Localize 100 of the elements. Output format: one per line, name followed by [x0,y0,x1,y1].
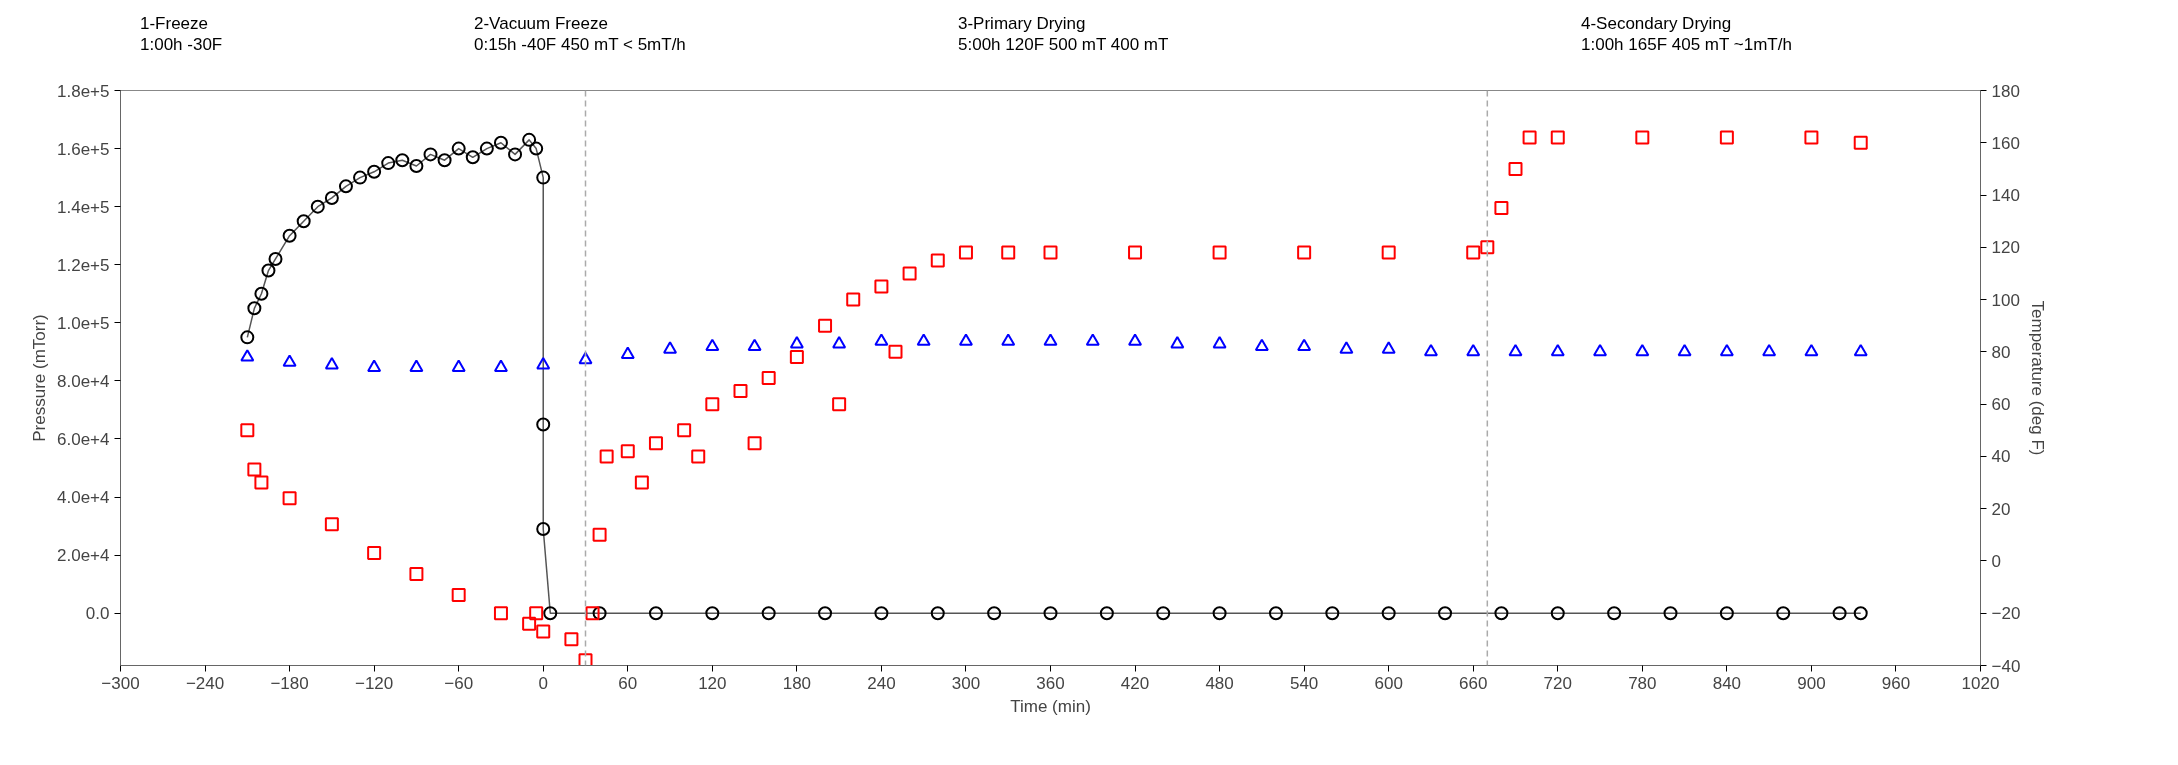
point [1776,606,1791,621]
x-tick-label: 420 [1120,673,1150,693]
y2-tick-label: 180 [1991,81,2020,101]
point [930,606,945,621]
point [789,336,804,349]
point [1128,245,1143,260]
point [874,279,889,294]
point [1635,343,1650,357]
point [620,346,635,359]
point [1043,245,1058,260]
point [529,606,544,621]
x-tick-label: −60 [444,673,474,693]
point [818,606,833,621]
point [529,141,544,156]
point [634,475,649,490]
point [1550,606,1565,621]
point [705,397,720,412]
y-tick-label: 1.6e+5 [57,139,110,159]
point [648,606,663,621]
point [1677,343,1692,357]
x-tick-label: 180 [782,673,812,693]
x-tick-label: 900 [1797,673,1826,693]
point [1212,606,1227,621]
point [247,301,262,316]
point [1043,606,1058,621]
point [1085,333,1100,346]
point [536,417,551,432]
point [240,423,255,438]
y2-tick-label: 20 [1991,499,2011,519]
point [254,475,269,490]
point [409,359,424,373]
point [1128,333,1143,346]
point [1663,606,1678,621]
point [310,199,325,214]
point [451,587,466,602]
point [282,228,297,243]
x-tick-label: 780 [1628,673,1657,693]
point [395,153,410,168]
point [1804,130,1819,145]
point [1297,245,1312,260]
point [254,286,269,301]
point [1494,201,1509,216]
point [536,357,551,370]
x-tick-label: 1020 [1961,673,2000,693]
point [493,135,508,150]
x-tick-label: −120 [354,673,394,693]
point [282,354,297,367]
x-tick-label: 60 [618,673,638,693]
point [1832,606,1847,621]
x-axis-title: Time (min) [1010,696,1091,716]
point [677,423,692,438]
y2-tick-label: 80 [1991,342,2011,362]
y2-tick-label: 160 [1991,133,2020,153]
point [367,359,382,373]
point [1254,338,1269,352]
point [1212,336,1227,349]
point [522,132,537,147]
point [493,359,508,373]
point [1170,336,1185,349]
point [247,462,262,477]
point [663,341,678,354]
x-tick-label: 600 [1374,673,1403,693]
point [1550,130,1565,145]
x-tick-label: 480 [1205,673,1234,693]
point [437,153,452,168]
y2-tick-label: 100 [1991,290,2020,310]
point [818,318,833,333]
point [240,349,255,362]
point [1325,606,1340,621]
x-tick-label: 0 [538,673,548,693]
x-tick-label: 300 [951,673,981,693]
point [1635,130,1650,145]
point [1381,606,1396,621]
point [409,159,424,173]
point [705,338,720,352]
x-tick-label: −300 [101,673,140,693]
point [705,606,720,621]
point [1719,606,1734,621]
y2-tick-label: −40 [1991,656,2021,676]
x-tick-label: 120 [698,673,727,693]
point [1381,245,1396,260]
x-tick-label: 360 [1036,673,1065,693]
point [268,251,283,266]
point [1508,161,1523,176]
point [353,170,368,185]
point [324,190,339,205]
point [987,606,1002,621]
point [409,567,424,582]
point [261,263,276,278]
point [958,245,973,260]
point [1607,606,1622,621]
x-tick-label: 240 [867,673,896,693]
point [592,527,607,542]
point [1381,341,1396,354]
text: 1-Freeze 1:00h -30F [140,13,223,55]
point [240,330,255,345]
point [451,359,466,373]
point [564,632,579,647]
y-tick-label: 2.0e+4 [57,546,110,566]
point [1043,333,1058,346]
